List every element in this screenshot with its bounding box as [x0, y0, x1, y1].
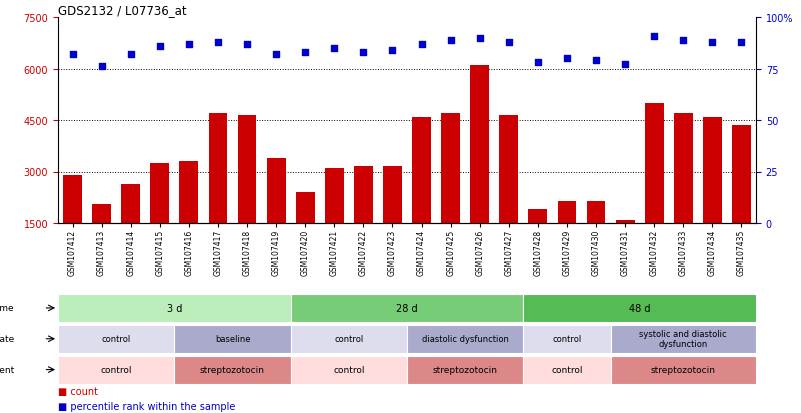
- Text: streptozotocin: streptozotocin: [200, 365, 265, 374]
- Bar: [291, 294, 523, 322]
- Bar: [238, 116, 256, 223]
- Point: [415, 41, 428, 48]
- Text: control: control: [100, 365, 132, 374]
- Point: [502, 39, 515, 46]
- Bar: [354, 167, 372, 223]
- Bar: [325, 169, 344, 223]
- Point: [124, 52, 137, 58]
- Bar: [523, 325, 610, 353]
- Bar: [557, 201, 577, 223]
- Point: [706, 39, 718, 46]
- Text: control: control: [553, 335, 582, 344]
- Bar: [470, 66, 489, 223]
- Text: streptozotocin: streptozotocin: [433, 365, 497, 374]
- Bar: [179, 162, 199, 223]
- Text: disease state: disease state: [0, 335, 14, 344]
- Point: [561, 56, 574, 62]
- Bar: [63, 176, 82, 223]
- Point: [95, 64, 108, 71]
- Bar: [674, 114, 693, 223]
- Point: [270, 52, 283, 58]
- Point: [66, 52, 79, 58]
- Point: [357, 50, 370, 56]
- Bar: [407, 356, 523, 384]
- Point: [240, 41, 253, 48]
- Bar: [121, 184, 140, 223]
- Text: agent: agent: [0, 365, 14, 374]
- Point: [445, 37, 457, 44]
- Point: [735, 39, 748, 46]
- Bar: [58, 356, 175, 384]
- Bar: [732, 126, 751, 223]
- Text: 48 d: 48 d: [629, 303, 650, 313]
- Point: [590, 58, 602, 64]
- Bar: [523, 294, 756, 322]
- Bar: [291, 356, 407, 384]
- Bar: [383, 167, 402, 223]
- Text: time: time: [0, 304, 14, 313]
- Bar: [151, 164, 169, 223]
- Text: GDS2132 / L07736_at: GDS2132 / L07736_at: [58, 4, 187, 17]
- Bar: [610, 325, 756, 353]
- Text: streptozotocin: streptozotocin: [650, 365, 716, 374]
- Point: [183, 41, 195, 48]
- Text: systolic and diastolic
dysfunction: systolic and diastolic dysfunction: [639, 329, 727, 349]
- Text: control: control: [334, 335, 364, 344]
- Text: 3 d: 3 d: [167, 303, 182, 313]
- Bar: [412, 117, 431, 223]
- Point: [473, 35, 486, 42]
- Text: control: control: [102, 335, 131, 344]
- Bar: [58, 325, 175, 353]
- Bar: [291, 325, 407, 353]
- Bar: [407, 325, 523, 353]
- Bar: [616, 220, 634, 223]
- Bar: [441, 114, 460, 223]
- Point: [386, 47, 399, 54]
- Point: [648, 33, 661, 40]
- Point: [211, 39, 224, 46]
- Bar: [175, 325, 291, 353]
- Bar: [175, 356, 291, 384]
- Point: [299, 50, 312, 56]
- Bar: [267, 158, 286, 223]
- Bar: [610, 356, 756, 384]
- Text: control: control: [333, 365, 364, 374]
- Bar: [523, 356, 610, 384]
- Point: [532, 60, 545, 66]
- Point: [618, 62, 631, 69]
- Bar: [296, 192, 315, 223]
- Text: ■ count: ■ count: [58, 386, 98, 396]
- Text: baseline: baseline: [215, 335, 250, 344]
- Bar: [529, 210, 547, 223]
- Text: ■ percentile rank within the sample: ■ percentile rank within the sample: [58, 401, 235, 411]
- Point: [153, 43, 166, 50]
- Bar: [92, 204, 111, 223]
- Text: 28 d: 28 d: [396, 303, 418, 313]
- Text: diastolic dysfunction: diastolic dysfunction: [422, 335, 509, 344]
- Bar: [586, 201, 606, 223]
- Bar: [645, 104, 664, 223]
- Point: [677, 37, 690, 44]
- Point: [328, 45, 340, 52]
- Bar: [703, 117, 722, 223]
- Bar: [499, 116, 518, 223]
- Text: control: control: [551, 365, 582, 374]
- Bar: [208, 114, 227, 223]
- Bar: [58, 294, 291, 322]
